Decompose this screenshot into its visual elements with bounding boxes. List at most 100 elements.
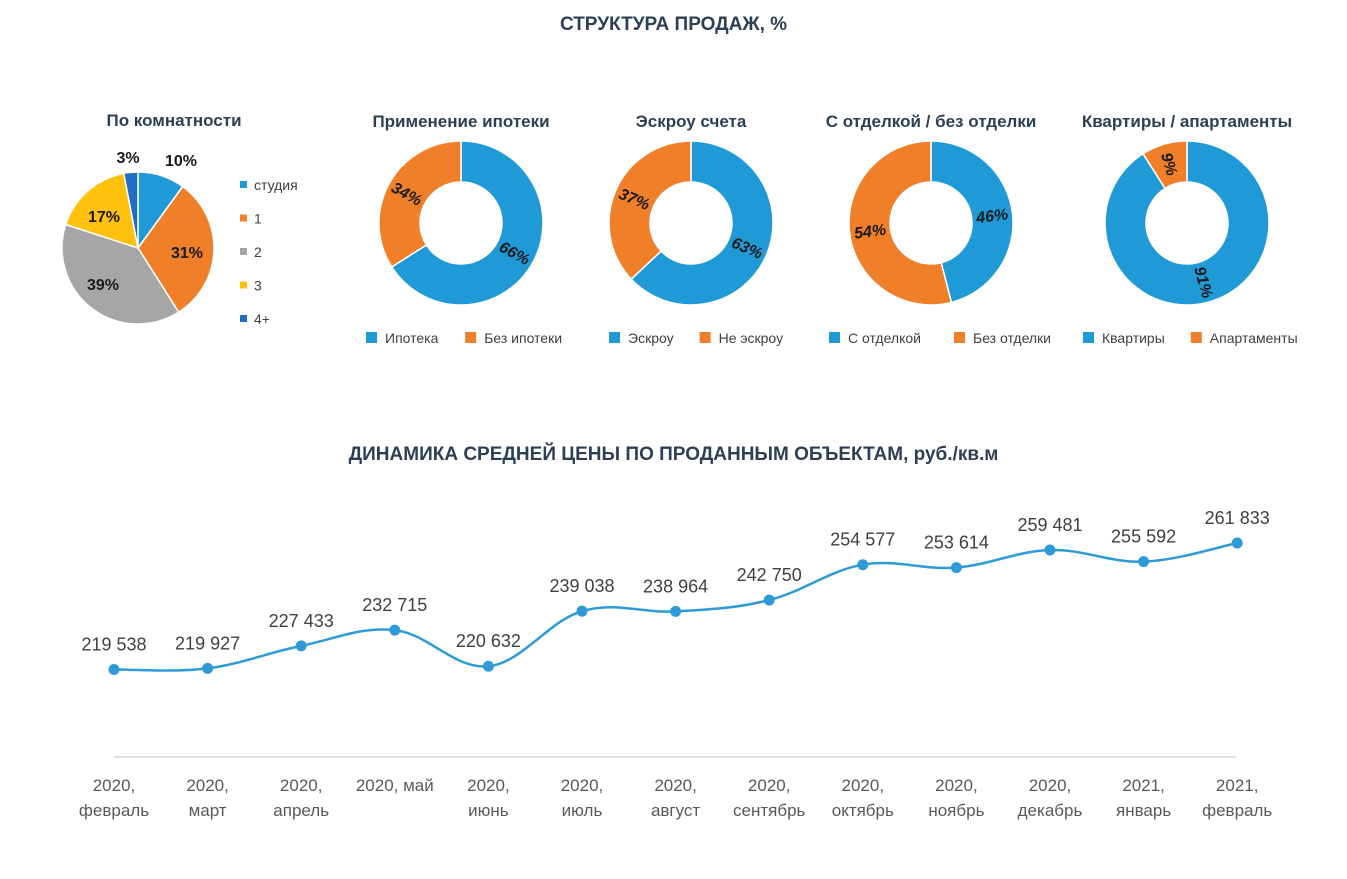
legend-marker-mortgage-0: [366, 332, 377, 343]
price-point-10: [1044, 544, 1056, 556]
legend-marker-rooms-1: [240, 214, 247, 222]
x-tick-label-0-year: 2020,: [93, 776, 136, 795]
x-tick-label-1-month: март: [189, 801, 227, 820]
price-point-8: [857, 559, 869, 571]
legend-escrow-0: Эскроу: [628, 330, 674, 346]
legend-marker-rooms-2: [240, 248, 247, 255]
price-label-1: 219 927: [175, 633, 240, 653]
x-tick-label-9-year: 2020,: [935, 776, 978, 795]
donut-apartments-slice-1: [1142, 140, 1188, 190]
price-label-12: 261 833: [1205, 508, 1270, 528]
x-tick-label-7-year: 2020,: [748, 776, 791, 795]
pie-rooms-label-0: 10%: [165, 153, 197, 170]
price-point-2: [295, 640, 307, 652]
legend-marker-rooms-0: [240, 181, 247, 188]
donut-escrow-slice-1: [608, 140, 692, 281]
x-tick-label-5-month: июль: [562, 801, 603, 820]
donut-escrow-title: Эскроу счета: [636, 112, 747, 131]
legend-marker-rooms-4: [240, 315, 247, 322]
legend-marker-escrow-1: [699, 332, 711, 343]
price-point-1: [202, 662, 214, 674]
x-tick-label-8-month: октябрь: [832, 801, 894, 820]
x-tick-label-7-month: сентябрь: [733, 801, 806, 820]
donut-apartments-title: Квартиры / апартаменты: [1082, 112, 1292, 131]
price-point-0: [108, 664, 120, 675]
donut-finishing-label-0: 46%: [974, 206, 1009, 227]
legend-mortgage-1: Без ипотеки: [484, 330, 562, 346]
price-point-3: [389, 624, 401, 636]
donut-escrow-slice-0: [630, 140, 774, 306]
donut-finishing-slice-0: [930, 140, 1014, 304]
price-label-9: 253 614: [924, 533, 989, 553]
price-label-3: 232 715: [362, 595, 427, 615]
x-tick-label-6-year: 2020,: [654, 776, 697, 795]
price-point-7: [763, 594, 775, 606]
x-tick-label-9-month: ноябрь: [928, 801, 984, 820]
x-tick-label-12-month: февраль: [1202, 801, 1272, 820]
legend-mortgage-0: Ипотека: [385, 330, 439, 346]
price-label-10: 259 481: [1017, 515, 1082, 535]
donut-mortgage-title: Применение ипотеки: [372, 112, 549, 131]
x-tick-label-2-month: апрель: [273, 801, 329, 820]
legend-rooms-4: 4+: [254, 311, 270, 327]
legend-finishing-1: Без отделки: [973, 330, 1051, 346]
donut-apartments-label-1: 9%: [1157, 151, 1180, 178]
legend-apartments-1: Апартаменты: [1210, 330, 1298, 346]
x-tick-label-11-month: январь: [1116, 801, 1171, 820]
donut-mortgage-slice-1: [378, 140, 462, 268]
donut-apartments-slice-0: [1104, 140, 1270, 306]
x-tick-label-10-month: декабрь: [1018, 801, 1083, 820]
pie-rooms-slice-1: [137, 185, 215, 314]
x-tick-label-8-year: 2020,: [842, 776, 885, 795]
legend-marker-apartments-1: [1190, 332, 1202, 343]
x-tick-label-2-year: 2020,: [280, 776, 323, 795]
price-label-5: 239 038: [549, 576, 614, 596]
legend-marker-mortgage-1: [465, 332, 477, 343]
legend-marker-finishing-1: [954, 332, 965, 343]
donut-finishing-label-1: 54%: [853, 222, 887, 243]
x-tick-label-1-year: 2020,: [186, 776, 229, 795]
legend-marker-apartments-0: [1083, 332, 1094, 343]
legend-rooms-1: 1: [254, 211, 262, 227]
pie-rooms-slice-2: [61, 223, 180, 325]
legend-marker-escrow-0: [609, 332, 620, 343]
legend-rooms-3: 3: [254, 278, 262, 294]
x-tick-label-11-year: 2021,: [1122, 776, 1165, 795]
line-chart-title: ДИНАМИКА СРЕДНЕЙ ЦЕНЫ ПО ПРОДАННЫМ ОБЪЕК…: [348, 444, 999, 465]
price-point-12: [1231, 537, 1243, 549]
pie-rooms-slice-3: [64, 172, 139, 250]
price-point-11: [1138, 556, 1150, 568]
pie-rooms-slice-4: [122, 171, 139, 249]
x-tick-label-12-year: 2021,: [1216, 776, 1259, 795]
price-point-4: [482, 660, 494, 672]
price-label-8: 254 577: [830, 530, 895, 550]
pie-rooms-label-3: 17%: [88, 209, 120, 226]
price-point-6: [670, 605, 682, 617]
price-label-7: 242 750: [737, 565, 802, 585]
donut-finishing-slice-1: [848, 140, 953, 306]
pie-rooms-label-1: 31%: [171, 245, 203, 262]
price-label-6: 238 964: [643, 576, 708, 596]
x-tick-label-4-year: 2020,: [467, 776, 510, 795]
legend-rooms-0: студия: [254, 177, 298, 193]
pie-rooms-label-2: 39%: [87, 277, 119, 294]
x-tick-label-5-year: 2020,: [561, 776, 604, 795]
legend-apartments-0: Квартиры: [1102, 330, 1165, 346]
price-label-2: 227 433: [269, 611, 334, 631]
main-title: СТРУКТУРА ПРОДАЖ, %: [559, 14, 788, 35]
legend-rooms-2: 2: [254, 244, 262, 260]
price-point-5: [576, 605, 588, 617]
price-label-11: 255 592: [1111, 527, 1176, 547]
price-label-4: 220 632: [456, 631, 521, 651]
x-tick-label-10-year: 2020,: [1029, 776, 1072, 795]
pie-rooms-title: По комнатности: [106, 111, 241, 130]
price-label-0: 219 538: [81, 635, 146, 655]
legend-marker-finishing-0: [829, 332, 840, 343]
x-tick-label-0-month: февраль: [79, 801, 149, 820]
x-tick-label-3: 2020, май: [356, 776, 434, 795]
donut-finishing-title: С отделкой / без отделки: [826, 112, 1037, 131]
x-tick-label-4-month: июнь: [468, 801, 509, 820]
legend-escrow-1: Не эскроу: [719, 330, 783, 346]
legend-marker-rooms-3: [240, 281, 247, 289]
